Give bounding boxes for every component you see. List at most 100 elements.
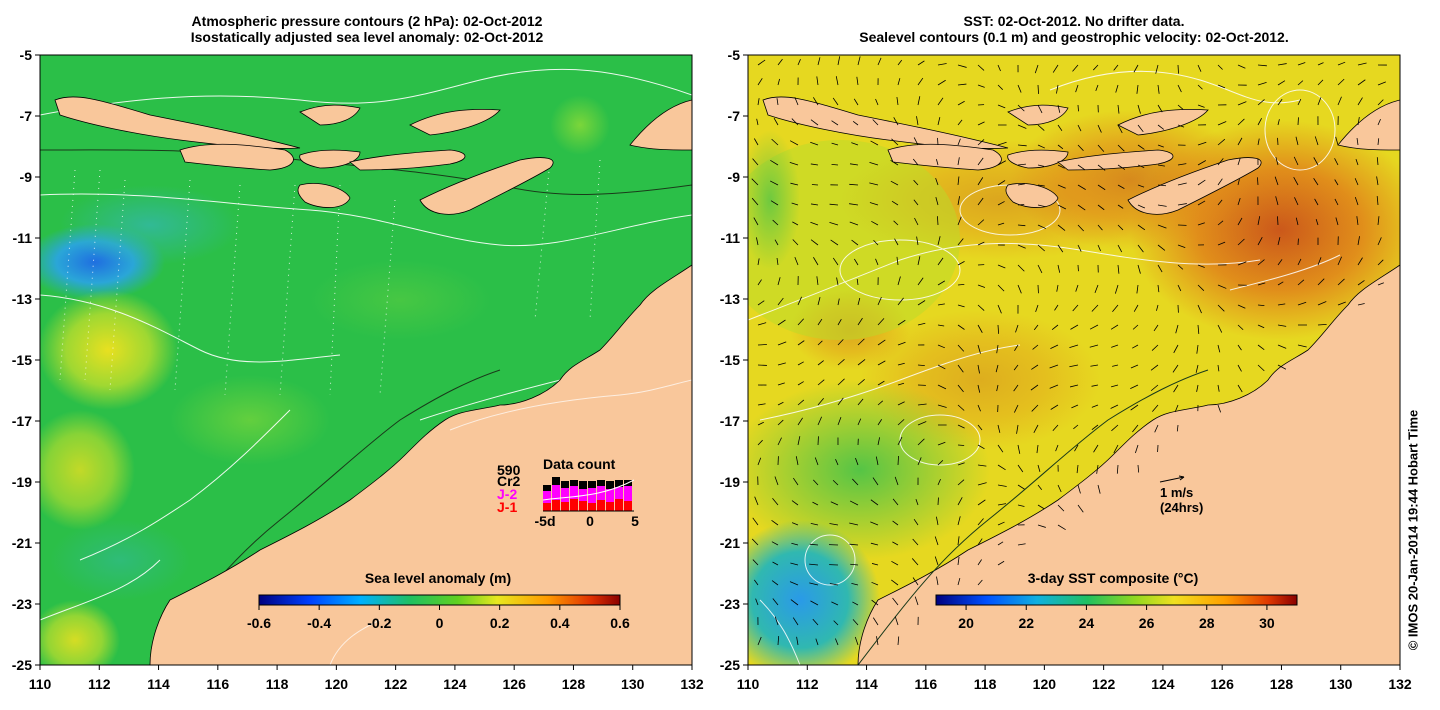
velocity-arrow (1056, 284, 1059, 292)
velocity-key-arrow (1159, 476, 1185, 483)
right-lon-tick-label: 118 (974, 676, 997, 692)
velocity-arrow (997, 503, 1007, 506)
velocity-key-speed: 1 m/s (1160, 485, 1193, 500)
velocity-arrow (1277, 98, 1283, 106)
velocity-arrow (977, 518, 984, 526)
velocity-arrow (777, 382, 785, 386)
velocity-arrow (1015, 324, 1019, 333)
velocity-arrow (771, 580, 779, 586)
velocity-arrow (809, 543, 819, 546)
velocity-arrow (917, 60, 925, 66)
velocity-arrow (771, 541, 779, 546)
velocity-arrow (913, 518, 919, 526)
velocity-arrow (997, 264, 1006, 269)
velocity-arrow (772, 498, 779, 506)
velocity-arrow (1274, 176, 1279, 186)
velocity-arrow (851, 239, 859, 246)
sla-teal-area-2 (50, 520, 190, 600)
sst-colorbar: 3-day SST composite (°C) 20 22 24 26 28 30 (935, 570, 1298, 631)
velocity-arrow (912, 158, 919, 166)
left-map-title: Atmospheric pressure contours (2 hPa): 0… (40, 13, 694, 45)
velocity-arrow (817, 360, 824, 366)
velocity-arrow (977, 464, 987, 467)
velocity-arrow (774, 239, 779, 246)
velocity-arrow (957, 324, 965, 330)
velocity-arrow (1137, 144, 1145, 150)
inset-bar-cr2 (543, 485, 551, 491)
velocity-arrow (1157, 144, 1164, 148)
inset-bar-cr2 (561, 481, 569, 488)
velocity-arrow (1334, 198, 1339, 206)
velocity-arrow (1335, 217, 1339, 226)
velocity-arrow (1237, 198, 1241, 206)
velocity-arrow (917, 77, 924, 86)
velocity-arrow (892, 597, 899, 606)
velocity-arrow (871, 599, 879, 606)
velocity-arrow (1094, 284, 1099, 294)
velocity-arrow (997, 284, 1005, 292)
velocity-arrow (1217, 64, 1223, 70)
velocity-arrow (997, 304, 1002, 314)
velocity-arrow (1157, 204, 1167, 207)
velocity-arrow (916, 116, 919, 126)
velocity-arrow (777, 362, 786, 366)
velocity-arrow (751, 197, 759, 206)
velocity-arrow (1257, 236, 1263, 246)
left-lat-tick-label: -5 (20, 47, 33, 63)
velocity-arrow (1077, 104, 1079, 112)
velocity-arrow (1377, 282, 1384, 286)
velocity-arrow (857, 317, 863, 326)
velocity-arrow (997, 180, 1006, 186)
velocity-arrow (1056, 84, 1059, 94)
velocity-arrow (837, 378, 845, 386)
velocity-arrow (1317, 62, 1324, 66)
left-lat-tick-label: -7 (20, 108, 33, 124)
inset-bar-j2 (588, 488, 596, 503)
velocity-arrow (1257, 64, 1267, 67)
velocity-arrow (1217, 284, 1227, 289)
velocity-arrow (1177, 163, 1187, 166)
velocity-arrow (1237, 64, 1246, 69)
north-island-1 (299, 104, 361, 126)
velocity-arrow (870, 521, 879, 526)
velocity-arrow (770, 200, 779, 206)
velocity-arrow (792, 617, 799, 626)
velocity-arrow (957, 424, 965, 429)
left-lon-tick-label: 130 (621, 676, 645, 692)
velocity-arrow (1257, 216, 1261, 226)
colorbar-tick-label: 0 (436, 615, 444, 631)
velocity-arrow (1257, 344, 1265, 351)
velocity-arrow (997, 222, 1005, 226)
velocity-arrow (936, 516, 939, 526)
velocity-arrow (937, 236, 941, 246)
velocity-arrow (997, 160, 1006, 166)
velocity-arrow (1054, 304, 1059, 311)
velocity-arrow (1110, 384, 1119, 388)
java-island (54, 96, 301, 149)
velocity-arrow (1157, 284, 1160, 293)
inset-bar-j2 (579, 489, 587, 501)
velocity-arrow (1077, 164, 1086, 171)
colorbar-tick-label: -0.2 (367, 615, 391, 631)
north-island-2 (409, 108, 501, 136)
velocity-arrow (1112, 304, 1119, 313)
velocity-arrow (995, 364, 999, 373)
velocity-arrow (1356, 216, 1359, 226)
velocity-arrow (810, 141, 819, 146)
velocity-arrow (1017, 264, 1025, 272)
velocity-arrow (1097, 204, 1105, 211)
velocity-arrow (1317, 79, 1324, 86)
velocity-arrow (1133, 304, 1139, 312)
velocity-arrow (1135, 444, 1139, 454)
velocity-arrow (1014, 344, 1019, 351)
velocity-arrow (777, 401, 784, 406)
velocity-arrow (1151, 344, 1159, 351)
velocity-arrow (1055, 444, 1059, 452)
velocity-arrow (1217, 384, 1220, 392)
right-lat-tick-label: -25 (720, 657, 740, 673)
velocity-arrow (1257, 177, 1259, 186)
velocity-arrow (752, 158, 759, 166)
velocity-arrow (1017, 144, 1027, 147)
sst-cool-area-2 (748, 130, 800, 270)
